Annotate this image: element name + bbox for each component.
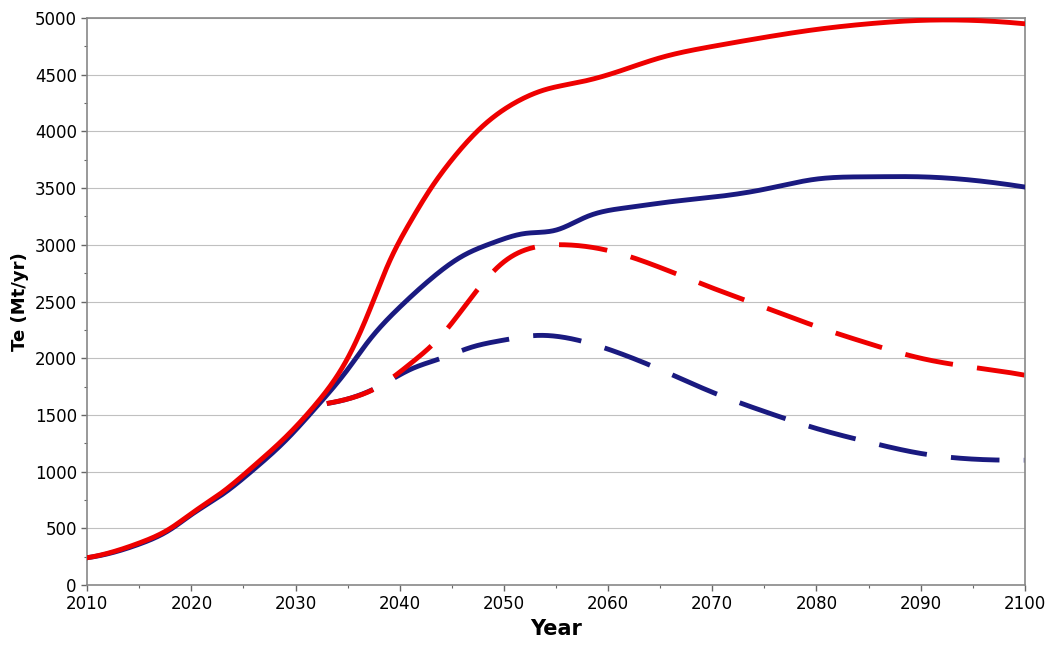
Y-axis label: Te (Mt/yr): Te (Mt/yr): [12, 252, 30, 351]
X-axis label: Year: Year: [530, 619, 582, 639]
